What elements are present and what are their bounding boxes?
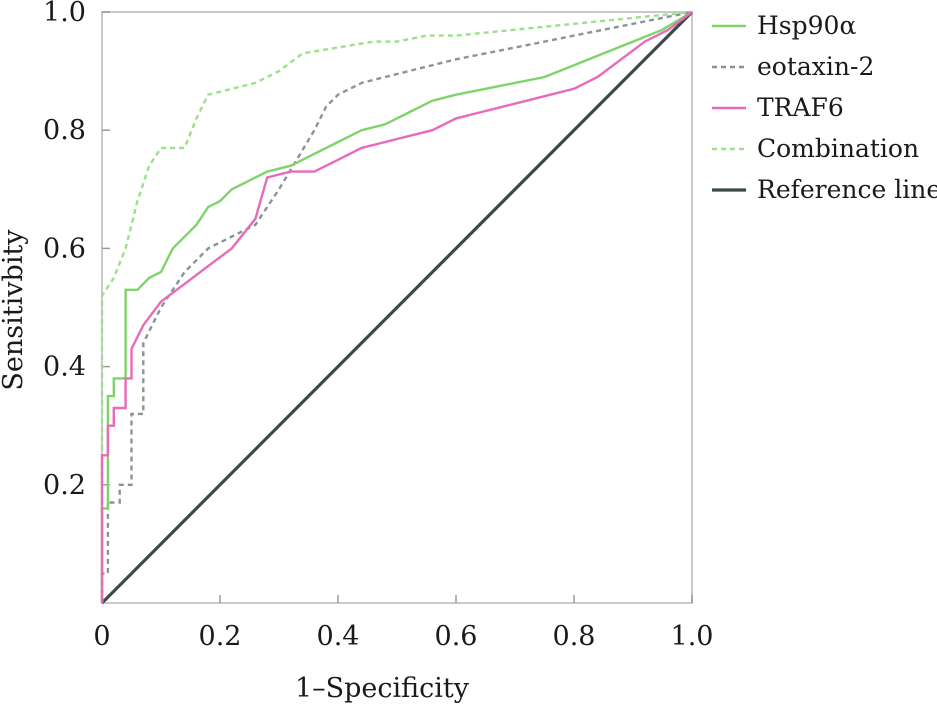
legend-label: Reference line (757, 175, 937, 204)
legend-label: eotaxin-2 (757, 52, 874, 81)
series-line-traf6 (100, 11, 693, 603)
axis-ticks: 0 0.2 0.4 0.6 0.8 1.0 0.2 0.4 0.6 0.8 1.0 (43, 0, 713, 652)
legend: Hsp90α eotaxin-2 TRAF6 Combination Reference… (712, 11, 937, 204)
y-tick-label: 0.4 (43, 352, 86, 383)
y-tick-label: 0.2 (43, 470, 86, 501)
legend-label: Combination (757, 134, 919, 163)
x-tick-label: 1.0 (671, 621, 714, 652)
y-axis-label: Sensitivbity (0, 229, 29, 391)
y-tick-label: 0.6 (43, 233, 86, 264)
y-tick-label: 1.0 (43, 0, 86, 28)
series-lines (100, 10, 694, 605)
x-tick-label: 0.8 (553, 621, 596, 652)
legend-label: TRAF6 (757, 93, 844, 122)
series-line-reference-line (100, 10, 694, 605)
x-tick-label: 0.4 (317, 621, 360, 652)
x-tick-label: 0 (93, 621, 110, 652)
x-tick-label: 0.6 (435, 621, 478, 652)
x-axis-label: 1–Specificity (295, 673, 470, 704)
x-tick-label: 0.2 (199, 621, 242, 652)
series-line-eotaxin-2 (100, 10, 693, 603)
series-line-hsp90 (100, 10, 693, 603)
y-tick-label: 0.8 (43, 115, 86, 146)
series-line-combination (100, 10, 693, 603)
legend-label: Hsp90α (757, 11, 856, 40)
